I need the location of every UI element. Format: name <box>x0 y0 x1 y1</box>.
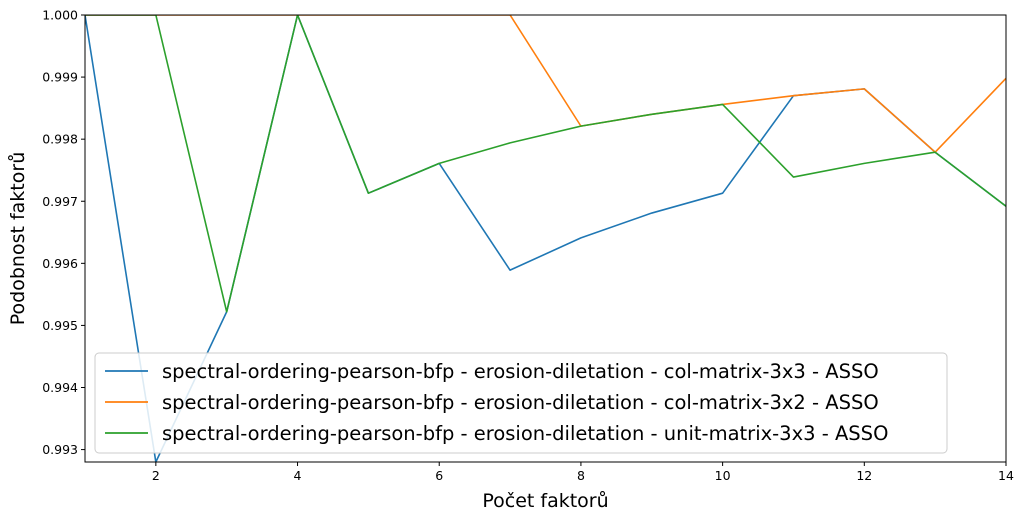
series-line <box>85 15 1006 153</box>
series-line <box>85 15 1006 313</box>
x-axis-label: Počet faktorů <box>482 490 608 512</box>
x-tick-label: 12 <box>856 468 872 483</box>
x-tick-label: 2 <box>152 468 160 483</box>
y-axis: 0.993 0.994 0.995 0.996 0.997 0.998 0.999 1.000 <box>42 8 85 457</box>
legend-label: spectral-ordering-pearson-bfp - erosion-… <box>162 391 879 414</box>
y-tick-label: 0.994 <box>42 380 78 395</box>
legend: spectral-ordering-pearson-bfp - erosion-… <box>94 352 948 454</box>
x-tick-label: 8 <box>577 468 585 483</box>
y-axis-label: Podobnost faktorů <box>7 152 29 325</box>
x-tick-label: 6 <box>435 468 443 483</box>
y-tick-label: 0.999 <box>42 70 78 85</box>
y-tick-label: 0.995 <box>42 318 78 333</box>
series-lines <box>85 15 1006 462</box>
legend-label: spectral-ordering-pearson-bfp - erosion-… <box>162 422 888 445</box>
x-axis: 2 4 6 8 10 12 14 <box>152 462 1014 483</box>
y-tick-label: 1.000 <box>42 8 78 23</box>
y-tick-label: 0.993 <box>42 442 78 457</box>
legend-label: spectral-ordering-pearson-bfp - erosion-… <box>162 360 879 383</box>
x-tick-label: 4 <box>294 468 302 483</box>
plot-frame <box>84 14 1007 463</box>
x-tick-label: 10 <box>715 468 731 483</box>
x-tick-label: 14 <box>998 468 1014 483</box>
y-tick-label: 0.997 <box>42 194 78 209</box>
y-tick-label: 0.996 <box>42 256 78 271</box>
y-tick-label: 0.998 <box>42 132 78 147</box>
legend-box <box>94 352 948 454</box>
